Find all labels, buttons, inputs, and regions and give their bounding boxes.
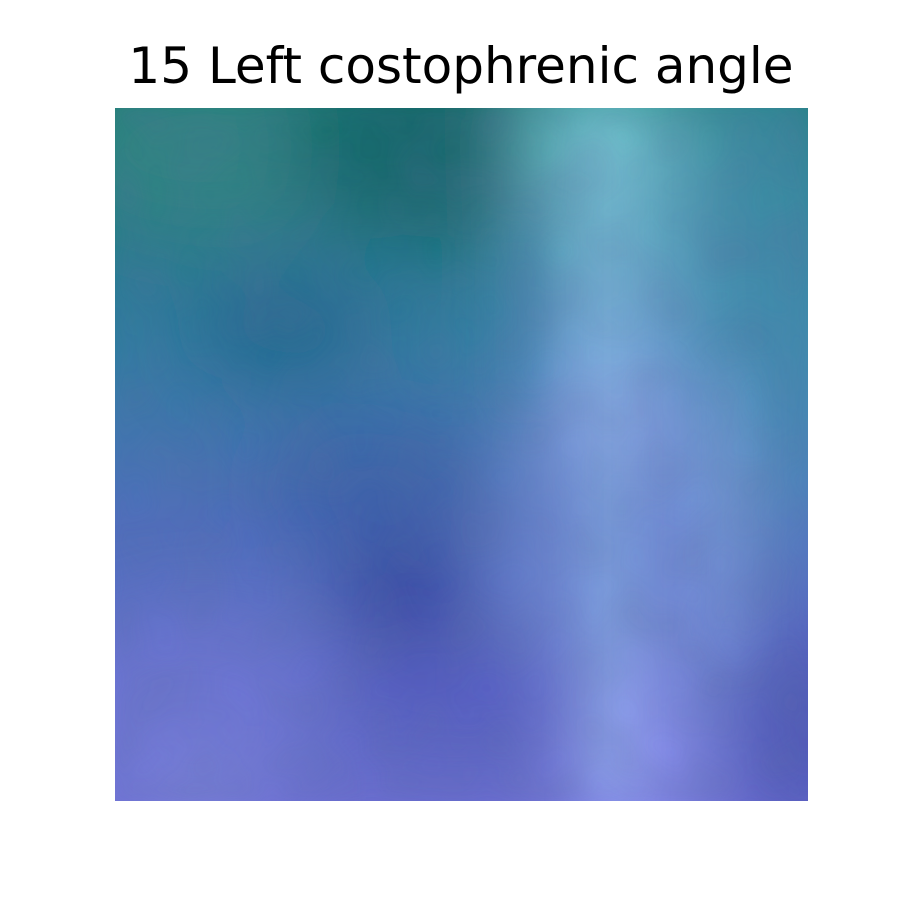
figure-title: 15 Left costophrenic angle [128, 37, 794, 95]
tissue-image [115, 108, 808, 801]
image-texture [115, 108, 808, 801]
